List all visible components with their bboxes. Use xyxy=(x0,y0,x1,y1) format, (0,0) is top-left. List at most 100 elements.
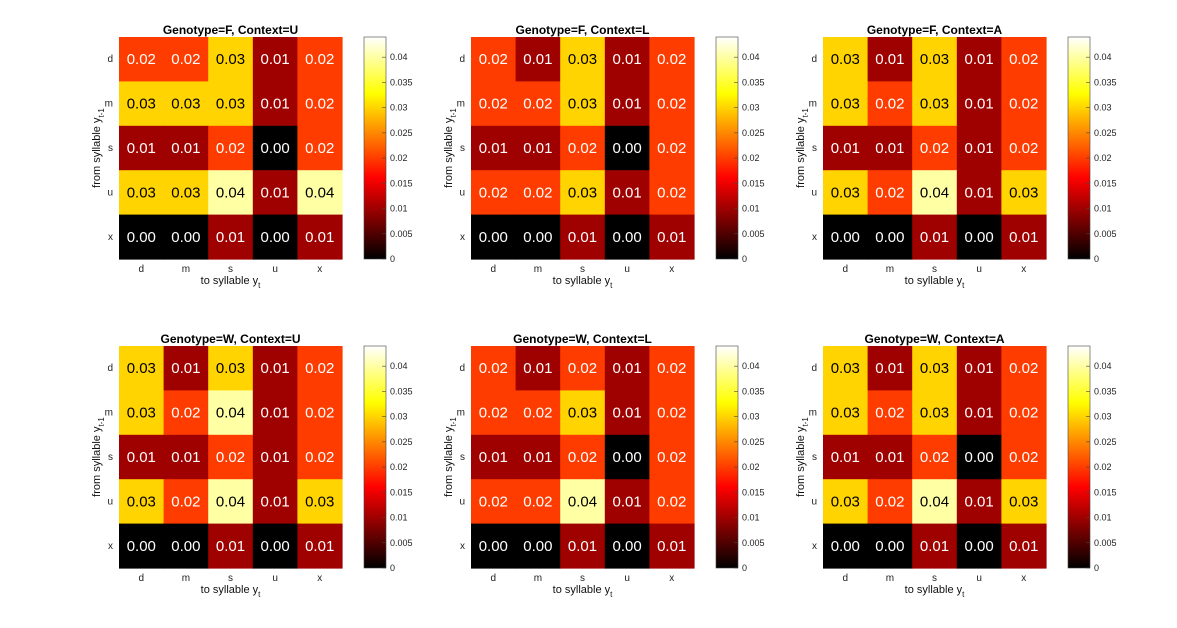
heatmap-cell xyxy=(471,170,517,216)
cell-value-label: 0.01 xyxy=(875,360,904,377)
heatmap-cell xyxy=(252,434,298,480)
cell-value-label: 0.03 xyxy=(305,493,334,510)
cell-value-label: 0.03 xyxy=(831,51,860,68)
x-tick-label: s xyxy=(932,573,937,584)
heatmap-cell xyxy=(649,390,695,436)
heatmap-cell xyxy=(471,346,517,391)
cell-value-label: 0.01 xyxy=(612,96,641,113)
x-tick-label: d xyxy=(843,573,849,584)
cell-value-label: 0.01 xyxy=(479,140,508,157)
heatmap-cell xyxy=(649,37,695,82)
cell-value-label: 0.02 xyxy=(305,96,334,113)
heatmap-cell xyxy=(560,125,606,171)
heatmap-cell xyxy=(604,125,650,171)
colorbar-tick-label: 0.03 xyxy=(742,103,760,113)
heatmap-cell xyxy=(297,523,343,569)
cell-value-label: 0.02 xyxy=(657,51,686,68)
x-tick-label: s xyxy=(932,264,937,275)
cell-value-label: 0.00 xyxy=(875,538,904,555)
y-tick-label: s xyxy=(108,452,113,463)
cell-value-label: 0.02 xyxy=(523,184,552,201)
cell-value-label: 0.03 xyxy=(920,96,949,113)
x-tick-label: x xyxy=(669,264,674,275)
y-tick-label: d xyxy=(459,363,465,374)
heatmap-cell xyxy=(867,346,913,391)
heatmap-cell xyxy=(956,434,1002,480)
cell-value-label: 0.01 xyxy=(260,360,289,377)
colorbar-tick-label: 0.02 xyxy=(742,462,760,472)
heatmap-cell xyxy=(119,479,165,525)
heatmap-cell xyxy=(163,37,209,82)
cell-value-label: 0.03 xyxy=(171,184,200,201)
cell-value-label: 0.04 xyxy=(568,493,597,510)
y-tick-label: x xyxy=(460,541,465,552)
heatmap-cell xyxy=(471,37,517,82)
heatmap-cell xyxy=(604,390,650,436)
colorbar-tick-label: 0.04 xyxy=(390,52,408,62)
cell-value-label: 0.02 xyxy=(1009,96,1038,113)
colorbar-tick-label: 0.04 xyxy=(742,361,760,371)
cell-value-label: 0.01 xyxy=(920,229,949,246)
heatmap-cell xyxy=(297,125,343,171)
cell-value-label: 0.02 xyxy=(479,405,508,422)
cell-value-label: 0.01 xyxy=(523,360,552,377)
cell-value-label: 0.01 xyxy=(216,538,245,555)
cell-value-label: 0.01 xyxy=(523,140,552,157)
cell-value-label: 0.02 xyxy=(657,405,686,422)
heatmap-cell xyxy=(823,81,869,127)
y-tick-label: m xyxy=(105,99,113,110)
x-tick-label: x xyxy=(317,264,322,275)
x-tick-label: m xyxy=(534,264,542,275)
heatmap-cell xyxy=(956,479,1002,525)
cell-value-label: 0.01 xyxy=(1009,538,1038,555)
heatmap-cell xyxy=(912,523,958,569)
colorbar-tick-label: 0.02 xyxy=(1094,153,1112,163)
cell-value-label: 0.02 xyxy=(305,51,334,68)
colorbar-tick-label: 0.005 xyxy=(390,229,413,239)
heatmap-cell xyxy=(560,214,606,260)
heatmap-cell xyxy=(471,479,517,525)
colorbar-tick-label: 0.03 xyxy=(390,412,408,422)
y-tick-label: m xyxy=(457,99,465,110)
x-tick-label: x xyxy=(1021,573,1026,584)
cell-value-label: 0.01 xyxy=(612,493,641,510)
heatmap-cell xyxy=(956,390,1002,436)
cell-value-label: 0.02 xyxy=(568,360,597,377)
cell-value-label: 0.03 xyxy=(1009,493,1038,510)
colorbar-tick-label: 0.03 xyxy=(390,103,408,113)
cell-value-label: 0.03 xyxy=(920,405,949,422)
cell-value-label: 0.02 xyxy=(1009,140,1038,157)
cell-value-label: 0.03 xyxy=(216,51,245,68)
cell-value-label: 0.02 xyxy=(657,96,686,113)
colorbar-tick-label: 0.04 xyxy=(1094,52,1112,62)
colorbar-tick-label: 0 xyxy=(390,254,395,264)
cell-value-label: 0.01 xyxy=(523,449,552,466)
colorbar-tick-label: 0.025 xyxy=(742,128,765,138)
heatmap-cell xyxy=(649,479,695,525)
heatmap-cell xyxy=(208,37,254,82)
cell-value-label: 0.03 xyxy=(127,493,156,510)
heatmap-cell xyxy=(912,170,958,216)
y-tick-label: x xyxy=(108,232,113,243)
cell-value-label: 0.04 xyxy=(920,184,949,201)
x-tick-label: m xyxy=(886,573,894,584)
y-tick-label: m xyxy=(457,408,465,419)
cell-value-label: 0.01 xyxy=(568,538,597,555)
heatmap-cell xyxy=(560,523,606,569)
heatmap-cell xyxy=(649,434,695,480)
cell-value-label: 0.02 xyxy=(479,96,508,113)
heatmap-cell xyxy=(604,81,650,127)
colorbar xyxy=(363,345,387,569)
colorbar-tick-label: 0.01 xyxy=(742,513,760,523)
cell-value-label: 0.02 xyxy=(305,140,334,157)
cell-value-label: 0.02 xyxy=(1009,360,1038,377)
cell-value-label: 0.03 xyxy=(127,405,156,422)
heatmap-cell xyxy=(208,81,254,127)
cell-value-label: 0.02 xyxy=(875,493,904,510)
colorbar-tick-label: 0.005 xyxy=(742,538,765,548)
heatmap-cell xyxy=(823,214,869,260)
y-tick-label: x xyxy=(812,232,817,243)
heatmap-cell xyxy=(208,479,254,525)
y-tick-label: d xyxy=(811,363,817,374)
heatmap-cell xyxy=(867,479,913,525)
